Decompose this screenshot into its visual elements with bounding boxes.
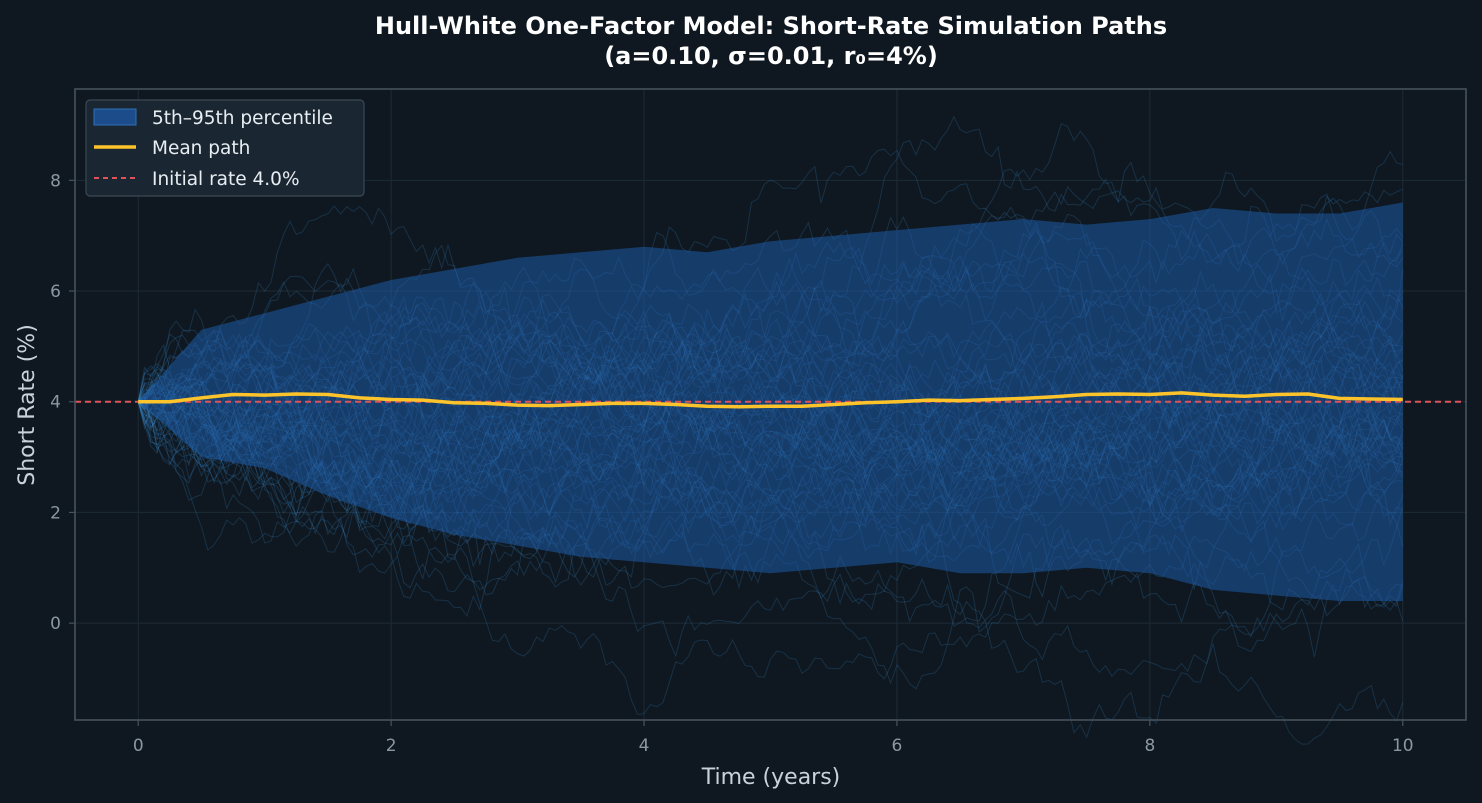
legend-band-label: 5th–95th percentile bbox=[152, 108, 333, 129]
chart-title-line1: Hull-White One-Factor Model: Short-Rate … bbox=[375, 12, 1167, 40]
legend: 5th–95th percentile Mean path Initial ra… bbox=[85, 99, 365, 197]
mean-path bbox=[138, 391, 1403, 409]
x-tick-label: 4 bbox=[639, 736, 650, 756]
x-tick-label: 2 bbox=[386, 736, 397, 756]
legend-mean-label: Mean path bbox=[152, 138, 250, 159]
mean-path-line bbox=[138, 391, 1403, 409]
x-tick-label: 0 bbox=[133, 736, 144, 756]
plot-frame bbox=[74, 88, 1467, 721]
y-tick-label: 8 bbox=[50, 171, 61, 191]
x-axis-label: Time (years) bbox=[701, 765, 841, 790]
legend-band-swatch bbox=[93, 108, 137, 126]
legend-initial-label: Initial rate 4.0% bbox=[152, 169, 300, 190]
y-tick-label: 4 bbox=[50, 393, 61, 413]
legend-box bbox=[85, 99, 365, 197]
chart-title-line2: (a=0.10, σ=0.01, r₀=4%) bbox=[604, 42, 938, 70]
x-tick-label: 10 bbox=[1392, 736, 1414, 756]
y-tick-label: 0 bbox=[50, 614, 61, 634]
x-tick-label: 6 bbox=[892, 736, 903, 756]
y-tick-label: 2 bbox=[50, 503, 61, 523]
y-tick-label: 6 bbox=[50, 282, 61, 302]
y-axis-label: Short Rate (%) bbox=[15, 324, 40, 486]
axis-ticks: 0 2 4 6 8 10 0 2 4 6 8 bbox=[50, 171, 1413, 756]
x-tick-label: 8 bbox=[1144, 736, 1155, 756]
